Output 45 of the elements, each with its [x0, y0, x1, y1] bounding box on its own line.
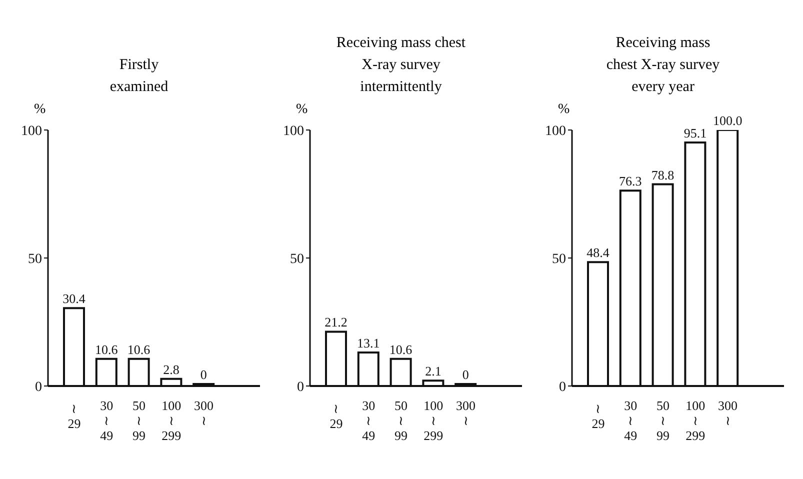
data-label: 0 — [200, 367, 207, 382]
y-tick-label: 100 — [545, 124, 566, 139]
data-label: 30.4 — [62, 291, 86, 306]
data-label: 76.3 — [619, 174, 642, 189]
x-tick-label: 100 ≀ 299 — [162, 398, 182, 443]
data-label: 10.6 — [127, 342, 151, 357]
y-tick-label: 0 — [559, 380, 566, 395]
x-tick-label: 300 ≀ — [718, 398, 738, 428]
x-tick-label: ≀ 29 — [592, 401, 605, 431]
data-label: 95.1 — [684, 126, 707, 141]
chart-title: Firstly examined — [108, 56, 170, 97]
x-tick-label: 50 ≀ 99 — [656, 398, 670, 443]
data-label: 78.8 — [651, 167, 674, 182]
x-tick-label: ≀ 29 — [330, 401, 343, 431]
data-label: 21.2 — [324, 314, 348, 330]
data-label: 2.1 — [425, 364, 442, 379]
data-label: 10.6 — [95, 342, 118, 357]
y-tick-label: 0 — [297, 380, 304, 395]
chart-title: Receiving mass chest X-ray survey intermittently — [335, 34, 467, 97]
y-tick-label: 100 — [283, 124, 304, 139]
y-tick-label: 50 — [28, 252, 42, 267]
y-tick-label: 50 — [552, 252, 566, 267]
x-tick-label: ≀ 29 — [68, 401, 81, 431]
x-tick-label: 30 ≀ 49 — [624, 398, 638, 443]
data-label: 2.8 — [163, 362, 180, 377]
data-label: 13.1 — [357, 335, 380, 350]
y-axis-title: % — [296, 102, 308, 118]
x-tick-label: 100 ≀ 299 — [686, 398, 706, 443]
x-tick-label: 50 ≀ 99 — [132, 398, 146, 443]
y-axis-title: % — [558, 102, 570, 118]
chart-title: Receiving mass chest X-ray survey every year — [605, 34, 721, 97]
data-label: 0 — [462, 367, 469, 382]
x-tick-label: 50 ≀ 99 — [394, 398, 408, 443]
x-tick-label: 300 ≀ — [456, 398, 476, 428]
data-label: 10.6 — [389, 342, 413, 357]
data-label: 48.4 — [586, 245, 610, 260]
x-tick-label: 30 ≀ 49 — [362, 398, 376, 443]
x-tick-label: 100 ≀ 299 — [424, 398, 444, 443]
y-tick-label: 100 — [21, 124, 42, 139]
x-tick-label: 300 ≀ — [194, 398, 214, 428]
y-tick-label: 50 — [290, 252, 304, 267]
x-tick-label: 30 ≀ 49 — [100, 398, 114, 443]
data-label: 100.0 — [712, 113, 742, 128]
y-axis-title: % — [34, 102, 46, 118]
y-tick-label: 0 — [35, 380, 42, 395]
